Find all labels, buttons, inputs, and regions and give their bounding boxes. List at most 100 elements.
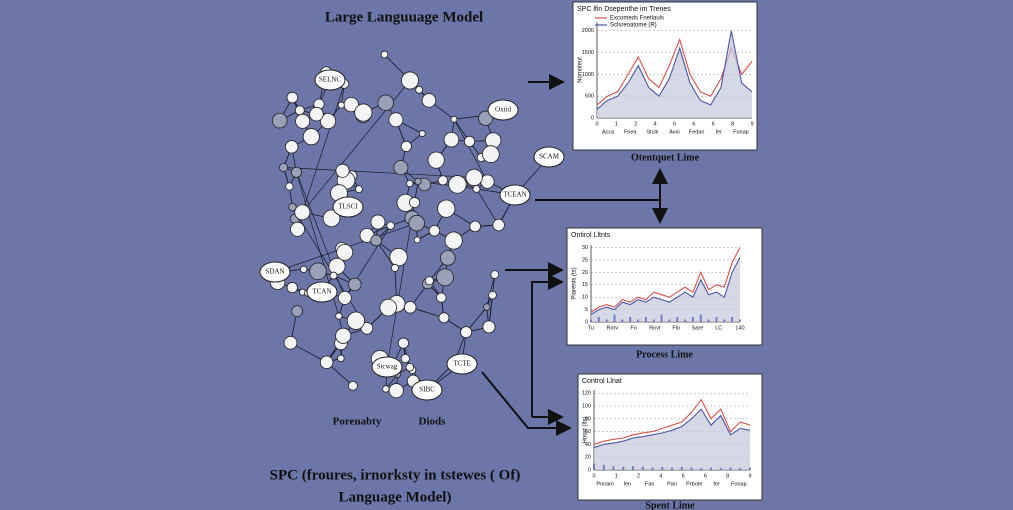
y-axis-label: Hosst (lts) <box>583 416 589 443</box>
y-tick-label: 0 <box>588 467 591 473</box>
node <box>278 162 289 172</box>
node <box>259 261 291 283</box>
node-label: Stcwag <box>377 363 398 371</box>
network-label: Porenabty <box>333 416 382 428</box>
node <box>348 277 362 292</box>
line <box>590 247 741 313</box>
bar <box>731 317 734 322</box>
node <box>306 281 338 303</box>
node <box>446 353 478 375</box>
y-tick-label: 0 <box>585 319 588 325</box>
x-category-label: fer <box>716 129 723 135</box>
bar <box>691 317 694 322</box>
y-tick-label: 5 <box>585 307 588 313</box>
panel-title: Ontirol Lltnts <box>571 232 611 239</box>
x-tick-label: 0 <box>592 473 595 479</box>
node <box>295 113 311 129</box>
node <box>390 263 399 272</box>
node <box>290 221 306 237</box>
x-category-label: Pan <box>667 481 677 487</box>
bar <box>605 319 608 322</box>
node-label: SDAN <box>265 268 284 276</box>
node <box>413 236 421 244</box>
bar <box>749 467 751 470</box>
y-tick-label: 1500 <box>582 50 594 56</box>
y-axis-label: Nomoleut <box>578 57 584 83</box>
node-label: TCAN <box>312 288 331 296</box>
x-category-label: Fedan <box>689 129 705 135</box>
node <box>481 145 500 163</box>
bar <box>597 317 600 322</box>
node <box>428 225 441 237</box>
bar <box>613 314 616 322</box>
node <box>393 160 409 176</box>
x-category-label: Acca <box>602 129 615 135</box>
bar <box>729 467 732 470</box>
x-tick-label: 2 <box>634 121 637 127</box>
bar <box>739 468 742 470</box>
node <box>469 220 481 233</box>
node <box>346 311 366 330</box>
line <box>593 408 751 449</box>
node <box>405 363 415 372</box>
bar <box>710 467 712 470</box>
node-label: SELNC <box>319 76 342 84</box>
x-tick-label: Rorv <box>606 325 618 331</box>
node <box>319 113 337 130</box>
x-tick-label: 9 <box>748 473 751 479</box>
node <box>400 140 412 152</box>
area <box>591 257 740 322</box>
node-label: SCAM <box>539 153 560 161</box>
line <box>596 30 753 110</box>
y-tick-label: 0 <box>591 115 594 121</box>
node <box>409 197 421 209</box>
bar <box>629 317 632 322</box>
node <box>533 146 565 168</box>
y-tick-label: 100 <box>582 403 591 409</box>
node <box>329 271 338 280</box>
bar <box>690 467 693 470</box>
x-tick-label: LC <box>715 325 722 331</box>
node <box>288 202 297 212</box>
bar <box>700 468 703 470</box>
node <box>360 322 374 335</box>
bar <box>671 467 673 470</box>
x-category-label: fen <box>624 481 632 487</box>
node <box>421 93 437 108</box>
x-category-label: Prbote <box>686 481 702 487</box>
node <box>487 99 519 121</box>
title: Large Languuage Model <box>325 9 483 25</box>
node <box>302 128 320 146</box>
node <box>427 151 445 169</box>
node <box>354 103 373 122</box>
node <box>309 106 324 122</box>
x-category-label: Fan <box>645 481 654 487</box>
node <box>389 247 408 267</box>
x-tick-label: 6 <box>704 473 707 479</box>
node <box>400 353 410 364</box>
x-tick-label: 6 <box>692 121 695 127</box>
node <box>408 214 425 232</box>
node <box>482 320 496 334</box>
node <box>460 326 473 339</box>
node <box>438 312 450 324</box>
node <box>482 303 491 311</box>
y-tick-label: 25 <box>582 257 588 263</box>
node <box>436 268 454 287</box>
panel-caption: Otentquet Lime <box>631 152 700 163</box>
edge <box>290 342 327 363</box>
bar <box>684 319 687 322</box>
bar <box>593 463 595 470</box>
y-tick-label: 20 <box>582 270 588 276</box>
y-tick-label: 10 <box>582 295 588 301</box>
node <box>472 185 481 193</box>
x-tick-label: Rovt <box>649 325 661 331</box>
node <box>294 105 305 116</box>
node <box>291 305 304 318</box>
node <box>437 175 448 186</box>
x-tick-label: 4 <box>654 121 657 127</box>
chart-panel: Ontirol Lltnts Plarents (ts) 0 5 10 15 20 25 30 T… <box>566 227 763 346</box>
panel-title: Control Llnat <box>582 378 622 385</box>
node <box>443 131 460 148</box>
